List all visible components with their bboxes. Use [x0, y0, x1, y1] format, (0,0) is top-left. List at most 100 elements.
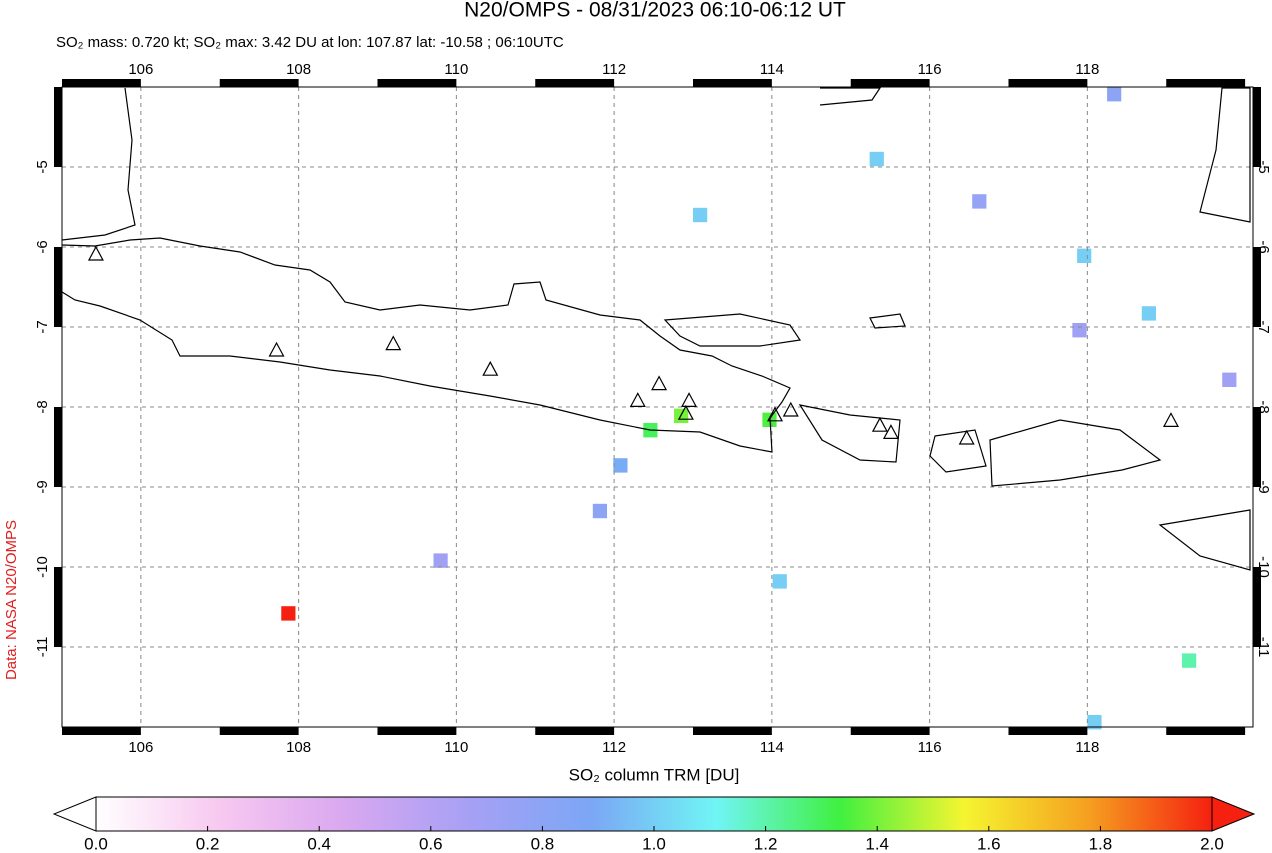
coastline — [989, 419, 1162, 487]
so2-pixel — [1087, 715, 1102, 730]
x-tick-label: 112 — [602, 739, 626, 756]
so2-pixel — [592, 503, 608, 519]
frame-bar — [692, 79, 772, 87]
frame-bar — [692, 727, 772, 735]
y-tick-label: -5 — [34, 160, 51, 173]
so2-pixel — [869, 151, 884, 167]
coastline — [1199, 87, 1251, 223]
frame-bar — [62, 727, 141, 735]
x-tick-label: 116 — [918, 61, 942, 78]
so2-pixel — [613, 458, 628, 473]
colorbar-tick-label: 0.8 — [531, 834, 555, 853]
so2-pixel — [762, 412, 777, 427]
frame-bar — [1008, 79, 1088, 87]
x-tick-label: 114 — [760, 739, 784, 756]
so2-pixel — [433, 553, 448, 568]
frame-bar — [1166, 727, 1246, 735]
subtitle: SO₂ mass: 0.720 kt; SO₂ max: 3.42 DU at … — [56, 34, 564, 51]
so2-pixel — [1107, 87, 1122, 102]
so2-pixel — [1222, 372, 1237, 387]
so2-pixel — [692, 207, 708, 223]
colorbar-arrow-low — [52, 796, 97, 832]
x-tick-label: 112 — [602, 61, 626, 78]
volcano-marker — [958, 429, 975, 445]
x-tick-label: 106 — [128, 739, 153, 756]
x-tick-label: 116 — [918, 739, 942, 756]
x-tick-label: 110 — [444, 61, 468, 78]
y-tick-label: -8 — [34, 400, 51, 413]
so2-pixel — [281, 606, 296, 621]
colorbar-body — [95, 796, 1213, 832]
x-tick-label: 118 — [1075, 61, 1099, 78]
coastlines — [61, 87, 1251, 571]
so2-pixel — [1077, 248, 1092, 263]
colorbar-tick-label: 1.6 — [977, 834, 1001, 853]
volcano-marker — [268, 341, 285, 357]
x-tick-label: 110 — [444, 739, 468, 756]
volcano-marker — [1162, 412, 1179, 427]
frame-bar — [1253, 407, 1261, 487]
map-frame — [54, 79, 1261, 735]
frame-bar — [1253, 247, 1261, 327]
frame-bar — [1008, 727, 1088, 735]
colorbar-tick-label: 0.0 — [84, 834, 108, 853]
source-label: Data: NASA N20/OMPS — [3, 520, 20, 680]
volcano-marker — [882, 424, 899, 439]
colorbar-arrow-high — [1211, 796, 1256, 832]
colorbar-tick-label: 0.4 — [307, 834, 331, 853]
coastline — [663, 313, 802, 347]
frame-bar — [219, 79, 299, 87]
y-tick-label: -11 — [34, 637, 51, 658]
volcano-marker — [782, 401, 799, 417]
frame-bar — [1166, 79, 1246, 87]
volcano-marker — [677, 404, 694, 420]
volcano-marker — [767, 406, 784, 422]
volcano-marker — [871, 416, 888, 432]
colorbar: 0.0 0.2 0.4 0.6 0.8 1.0 1.2 1.4 1.6 1.8 2.0 — [52, 796, 1256, 853]
frame-bar — [62, 79, 141, 87]
so2-pixel — [1141, 306, 1156, 321]
x-tick-label: 114 — [760, 61, 784, 78]
frame-bar — [54, 87, 62, 167]
coastline — [61, 87, 136, 241]
so2-pixel — [972, 194, 987, 209]
so2-pixel — [1072, 323, 1087, 338]
volcano-marker — [87, 245, 104, 261]
coastline — [798, 404, 901, 463]
y-tick-label: -9 — [34, 480, 51, 493]
x-tick-label: 118 — [1075, 739, 1099, 756]
coastline — [869, 313, 906, 329]
colorbar-label: SO₂ column TRM [DU] — [569, 765, 740, 784]
frame-bar — [1253, 87, 1261, 167]
frame-bar — [377, 727, 457, 735]
coastline — [1158, 509, 1251, 571]
so2-pixel — [772, 574, 787, 589]
y-tick-label: -6 — [34, 240, 51, 253]
x-tick-label: 108 — [286, 61, 311, 78]
frame-bar — [850, 79, 930, 87]
x-tick-label: 108 — [286, 739, 311, 756]
colorbar-tick-label: 1.0 — [642, 834, 666, 853]
y-tick-label: -7 — [34, 320, 51, 333]
coastline — [929, 429, 987, 473]
frame-bar — [219, 727, 299, 735]
frame-bar — [377, 79, 457, 87]
colorbar-tick-label: 0.6 — [419, 834, 443, 853]
colorbar-tick-label: 1.2 — [754, 834, 778, 853]
x-tick-label: 106 — [128, 61, 153, 78]
frame-bar — [535, 79, 615, 87]
colorbar-tick-label: 2.0 — [1200, 834, 1224, 853]
volcano-marker — [651, 375, 668, 391]
graticule: 106 106 108 108 110 110 112 112 114 114 116 116 118 1… — [34, 61, 1272, 756]
so2-pixel — [1182, 653, 1197, 668]
y-tick-label: -10 — [34, 556, 51, 578]
volcano-marker — [385, 335, 402, 351]
volcano-marker — [681, 392, 698, 407]
coastline — [61, 237, 791, 453]
frame-bar — [850, 727, 930, 735]
colorbar-tick-label: 0.2 — [196, 834, 220, 853]
frame-bar — [54, 407, 62, 487]
so2-pixels — [281, 87, 1237, 730]
title: N20/OMPS - 08/31/2023 06:10-06:12 UT — [464, 0, 846, 22]
coastline — [819, 87, 882, 106]
